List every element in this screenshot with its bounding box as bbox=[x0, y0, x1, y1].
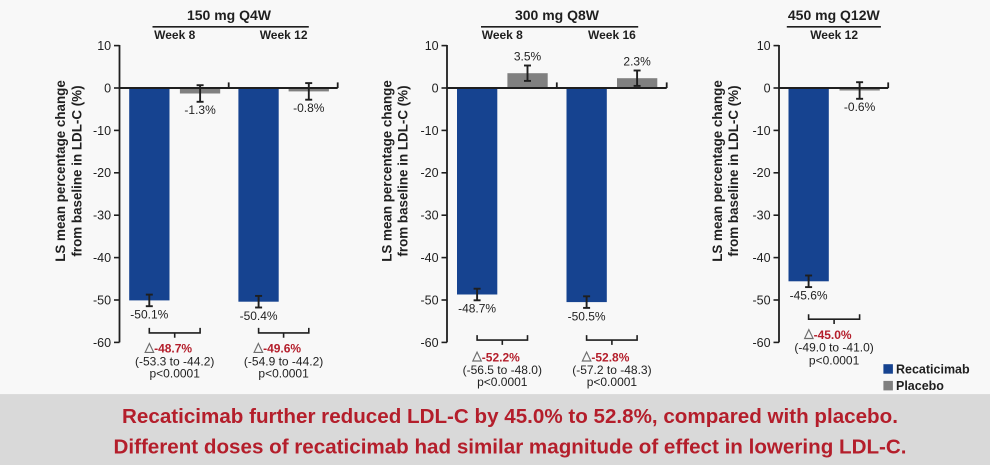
svg-text:p<0.0001: p<0.0001 bbox=[258, 367, 309, 381]
svg-text:0: 0 bbox=[104, 81, 111, 95]
svg-text:-50: -50 bbox=[421, 293, 439, 307]
svg-text:from baseline in LDL-C (%): from baseline in LDL-C (%) bbox=[69, 85, 84, 256]
svg-text:-48.7%: -48.7% bbox=[154, 342, 192, 356]
svg-text:from baseline in LDL-C (%): from baseline in LDL-C (%) bbox=[726, 85, 741, 256]
svg-text:(-49.0 to -41.0): (-49.0 to -41.0) bbox=[794, 341, 873, 355]
svg-text:-1.3%: -1.3% bbox=[184, 103, 216, 117]
svg-text:-60: -60 bbox=[421, 336, 439, 350]
svg-text:450 mg Q12W: 450 mg Q12W bbox=[788, 7, 881, 23]
svg-text:Placebo: Placebo bbox=[896, 379, 944, 393]
svg-text:-50: -50 bbox=[753, 293, 771, 307]
svg-text:-30: -30 bbox=[93, 209, 111, 223]
svg-text:10: 10 bbox=[425, 39, 439, 53]
svg-text:(-53.3 to -44.2): (-53.3 to -44.2) bbox=[135, 355, 214, 369]
svg-text:0: 0 bbox=[432, 81, 439, 95]
svg-text:3.5%: 3.5% bbox=[514, 49, 542, 63]
svg-text:p<0.0001: p<0.0001 bbox=[587, 375, 638, 389]
svg-text:-45.0%: -45.0% bbox=[814, 328, 852, 342]
svg-text:p<0.0001: p<0.0001 bbox=[809, 354, 860, 368]
svg-text:-20: -20 bbox=[421, 166, 439, 180]
svg-text:Week 8: Week 8 bbox=[482, 28, 523, 42]
svg-text:p<0.0001: p<0.0001 bbox=[477, 375, 528, 389]
svg-text:Week 12: Week 12 bbox=[260, 28, 308, 42]
svg-text:(-56.5 to -48.0): (-56.5 to -48.0) bbox=[463, 363, 542, 377]
svg-text:10: 10 bbox=[757, 39, 771, 53]
svg-text:-30: -30 bbox=[421, 209, 439, 223]
svg-text:-20: -20 bbox=[93, 166, 111, 180]
svg-text:-50: -50 bbox=[93, 293, 111, 307]
svg-text:Week 12: Week 12 bbox=[810, 28, 858, 42]
svg-text:Week 16: Week 16 bbox=[588, 28, 636, 42]
svg-text:2.3%: 2.3% bbox=[623, 54, 651, 68]
svg-text:Different doses of recaticimab: Different doses of recaticimab had simil… bbox=[114, 435, 907, 458]
svg-text:0: 0 bbox=[764, 81, 771, 95]
svg-text:-20: -20 bbox=[753, 166, 771, 180]
svg-text:300 mg Q8W: 300 mg Q8W bbox=[515, 7, 600, 23]
svg-text:-0.8%: -0.8% bbox=[293, 101, 325, 115]
svg-text:-48.7%: -48.7% bbox=[458, 302, 496, 316]
svg-text:-52.8%: -52.8% bbox=[591, 350, 629, 364]
svg-text:-10: -10 bbox=[421, 124, 439, 138]
svg-text:from baseline in LDL-C (%): from baseline in LDL-C (%) bbox=[396, 85, 411, 256]
svg-text:-50.1%: -50.1% bbox=[130, 308, 168, 322]
svg-text:Recaticimab: Recaticimab bbox=[896, 362, 970, 376]
svg-text:Recaticimab further reduced LD: Recaticimab further reduced LDL-C by 45.… bbox=[122, 405, 898, 428]
svg-text:LS mean percentage change: LS mean percentage change bbox=[53, 80, 68, 262]
svg-text:p<0.0001: p<0.0001 bbox=[150, 367, 201, 381]
svg-text:(-57.2 to -48.3): (-57.2 to -48.3) bbox=[572, 363, 651, 377]
svg-text:-50.4%: -50.4% bbox=[240, 309, 278, 323]
svg-text:-10: -10 bbox=[93, 124, 111, 138]
svg-text:-40: -40 bbox=[421, 251, 439, 265]
svg-text:-40: -40 bbox=[753, 251, 771, 265]
svg-text:LS mean percentage change: LS mean percentage change bbox=[380, 80, 395, 262]
svg-text:150 mg Q4W: 150 mg Q4W bbox=[187, 7, 272, 23]
svg-text:LS mean percentage change: LS mean percentage change bbox=[710, 80, 725, 262]
svg-text:(-54.9 to -44.2): (-54.9 to -44.2) bbox=[244, 355, 323, 369]
svg-text:-45.6%: -45.6% bbox=[790, 289, 828, 303]
svg-text:-49.6%: -49.6% bbox=[263, 342, 301, 356]
svg-text:-52.2%: -52.2% bbox=[482, 350, 520, 364]
svg-text:-40: -40 bbox=[93, 251, 111, 265]
svg-text:-60: -60 bbox=[753, 336, 771, 350]
svg-text:-60: -60 bbox=[93, 336, 111, 350]
svg-text:-30: -30 bbox=[753, 209, 771, 223]
svg-text:10: 10 bbox=[97, 39, 111, 53]
svg-text:Week 8: Week 8 bbox=[154, 28, 195, 42]
svg-text:-10: -10 bbox=[753, 124, 771, 138]
svg-text:-50.5%: -50.5% bbox=[568, 309, 606, 323]
svg-text:-0.6%: -0.6% bbox=[844, 100, 876, 114]
